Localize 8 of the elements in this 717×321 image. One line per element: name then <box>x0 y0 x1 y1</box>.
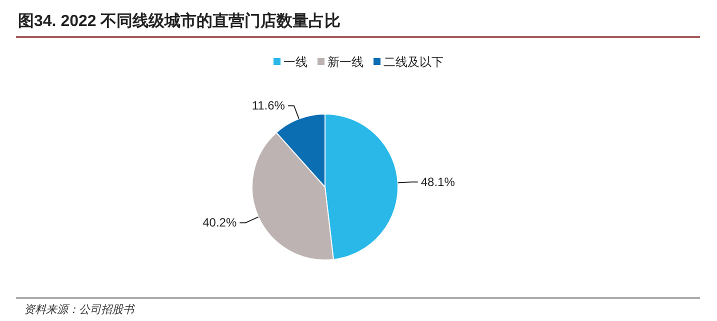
text: 资料来源：公司招股书 <box>24 303 136 316</box>
legend-label: 一线 <box>284 55 308 69</box>
data-label: 40.2% <box>202 216 237 230</box>
chart-title: 图34. 2022 不同线级城市的直营门店数量占比 <box>18 11 341 30</box>
data-label: 48.1% <box>420 174 456 189</box>
legend-label: 新一线 <box>328 55 364 69</box>
legend-label: 二线及以下 <box>384 55 444 69</box>
data-label: 11.6% <box>252 98 286 113</box>
